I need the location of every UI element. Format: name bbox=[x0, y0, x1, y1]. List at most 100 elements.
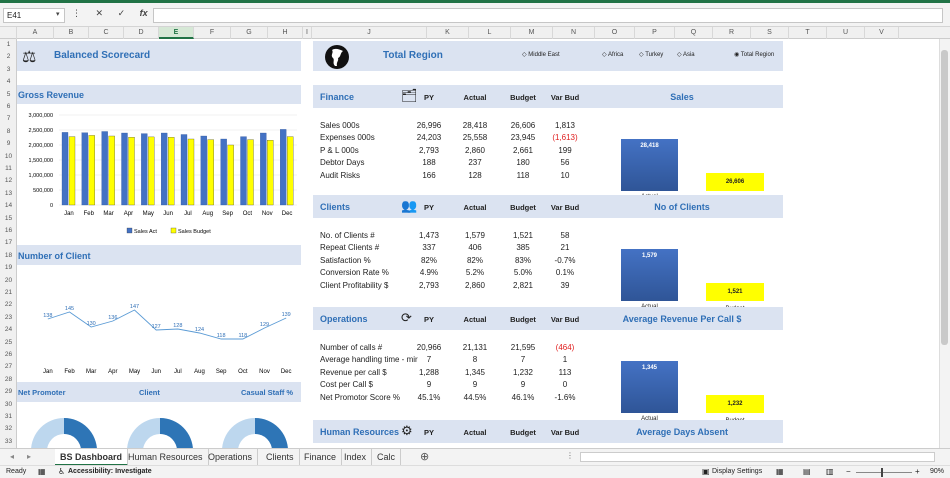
row-header-8[interactable]: 8 bbox=[6, 127, 11, 135]
row-header-26[interactable]: 26 bbox=[4, 351, 13, 358]
row-header-28[interactable]: 28 bbox=[4, 375, 13, 383]
row-header-4[interactable]: 4 bbox=[6, 78, 11, 86]
row-header-16[interactable]: 16 bbox=[4, 227, 13, 234]
column-header-k[interactable]: K bbox=[427, 27, 469, 39]
region-option-middle-east[interactable]: ◇ Middle East bbox=[522, 51, 560, 58]
accessibility-status[interactable]: Accessibility: Investigate bbox=[68, 468, 152, 475]
chevron-down-icon[interactable]: ▾ bbox=[56, 11, 60, 18]
row-header-7[interactable]: 7 bbox=[6, 115, 11, 123]
zoom-slider-handle[interactable] bbox=[881, 468, 883, 477]
row-header-10[interactable]: 10 bbox=[4, 152, 13, 160]
row-header-13[interactable]: 13 bbox=[4, 189, 13, 197]
column-header-i[interactable]: I bbox=[303, 27, 312, 39]
column-header-h[interactable]: H bbox=[268, 27, 303, 39]
row-header-21[interactable]: 21 bbox=[4, 289, 13, 296]
normal-view-icon[interactable]: ▦ bbox=[776, 467, 784, 476]
tab-finance[interactable]: Finance bbox=[299, 449, 343, 466]
column-header-d[interactable]: D bbox=[124, 27, 159, 39]
row-header-11[interactable]: 11 bbox=[5, 165, 12, 172]
column-header-g[interactable]: G bbox=[231, 27, 268, 39]
column-header-l[interactable]: L bbox=[469, 27, 511, 39]
row-header-5[interactable]: 5 bbox=[6, 90, 11, 98]
region-option-total-region[interactable]: ◉ Total Region bbox=[734, 51, 774, 58]
column-header-q[interactable]: Q bbox=[675, 27, 713, 39]
row-header-23[interactable]: 23 bbox=[4, 313, 13, 321]
column-header-e[interactable]: E bbox=[159, 27, 194, 39]
column-header-o[interactable]: O bbox=[595, 27, 635, 39]
column-header-u[interactable]: U bbox=[827, 27, 865, 39]
name-box[interactable]: E41 bbox=[3, 8, 65, 23]
formula-input[interactable] bbox=[153, 8, 943, 23]
region-option-africa[interactable]: ◇ Africa bbox=[602, 51, 623, 58]
column-header-p[interactable]: P bbox=[635, 27, 675, 39]
tab-scroll-left-icon[interactable]: ◂ bbox=[10, 452, 15, 461]
add-sheet-icon[interactable]: ⊕ bbox=[420, 451, 430, 463]
column-header-n[interactable]: N bbox=[553, 27, 595, 39]
macro-icon[interactable]: ▦ bbox=[38, 467, 46, 476]
confirm-icon[interactable]: ✓ bbox=[117, 8, 126, 18]
tab-clients[interactable]: Clients bbox=[261, 449, 300, 466]
column-header-t[interactable]: T bbox=[789, 27, 827, 39]
function-icon[interactable]: fx bbox=[139, 8, 148, 18]
vertical-scroll-thumb[interactable] bbox=[941, 50, 948, 345]
cancel-icon[interactable]: ✕ bbox=[95, 8, 104, 18]
accessibility-icon[interactable]: ♿ bbox=[58, 467, 66, 476]
horizontal-scrollbar[interactable] bbox=[580, 452, 935, 462]
tab-scroll-right-icon[interactable]: ▸ bbox=[27, 452, 32, 461]
column-header-f[interactable]: F bbox=[194, 27, 231, 39]
region-option-turkey[interactable]: ◇ Turkey bbox=[639, 51, 663, 58]
zoom-in-icon[interactable]: + bbox=[915, 467, 920, 476]
row-header-12[interactable]: 12 bbox=[4, 177, 13, 185]
display-settings[interactable]: Display Settings bbox=[712, 468, 763, 475]
tab-operations[interactable]: Operations bbox=[203, 449, 259, 466]
row-header-6[interactable]: 6 bbox=[6, 103, 11, 110]
worksheet[interactable]: ⚖ Balanced Scorecard Gross Revenue 3,000… bbox=[17, 39, 940, 448]
row-header-19[interactable]: 19 bbox=[4, 264, 13, 272]
column-header-s[interactable]: S bbox=[751, 27, 789, 39]
page-break-icon[interactable]: ▥ bbox=[826, 467, 834, 476]
row-header-15[interactable]: 15 bbox=[4, 214, 13, 222]
row-header-33[interactable]: 33 bbox=[4, 437, 13, 445]
row-header-14[interactable]: 14 bbox=[4, 202, 13, 210]
column-header-m[interactable]: M bbox=[511, 27, 553, 39]
more-icon[interactable]: ⋮ bbox=[72, 8, 81, 18]
radio-icon[interactable]: ◇ bbox=[639, 52, 646, 58]
column-header-c[interactable]: C bbox=[89, 27, 124, 39]
tab-human-resources[interactable]: Human Resources bbox=[123, 449, 209, 466]
zoom-out-icon[interactable]: − bbox=[846, 467, 851, 476]
tab-bs-dashboard[interactable]: BS Dashboard bbox=[55, 449, 129, 466]
column-header-j[interactable]: J bbox=[312, 27, 427, 39]
page-layout-icon[interactable]: ▤ bbox=[803, 467, 811, 476]
column-header-b[interactable]: B bbox=[54, 27, 89, 39]
column-header-a[interactable]: A bbox=[17, 27, 54, 39]
zoom-level[interactable]: 90% bbox=[930, 468, 945, 475]
region-option-asia[interactable]: ◇ Asia bbox=[677, 51, 695, 58]
row-header-25[interactable]: 25 bbox=[4, 338, 13, 346]
row-header-30[interactable]: 30 bbox=[4, 400, 13, 408]
row-header-29[interactable]: 29 bbox=[4, 388, 13, 396]
row-header-32[interactable]: 32 bbox=[4, 425, 13, 433]
row-header-2[interactable]: 2 bbox=[6, 53, 11, 61]
row-header-3[interactable]: 3 bbox=[6, 65, 11, 73]
tab-index[interactable]: Index bbox=[339, 449, 373, 466]
radio-icon[interactable]: ◇ bbox=[522, 52, 529, 58]
tab-split-icon[interactable]: ⋮ bbox=[566, 451, 574, 460]
radio-selected-icon[interactable]: ◉ bbox=[734, 52, 741, 58]
tab-calc[interactable]: Calc bbox=[372, 449, 402, 466]
row-header-18[interactable]: 18 bbox=[4, 251, 13, 259]
row-header-27[interactable]: 27 bbox=[4, 363, 13, 371]
row-header-9[interactable]: 9 bbox=[6, 140, 11, 148]
row-header-17[interactable]: 17 bbox=[4, 239, 13, 247]
select-all-corner[interactable] bbox=[0, 27, 17, 39]
column-header-r[interactable]: R bbox=[713, 27, 751, 39]
zoom-slider[interactable] bbox=[856, 472, 912, 473]
row-header-22[interactable]: 22 bbox=[4, 301, 13, 309]
display-settings-icon[interactable]: ▣ bbox=[702, 467, 710, 476]
column-header-v[interactable]: V bbox=[865, 27, 899, 39]
radio-icon[interactable]: ◇ bbox=[602, 52, 608, 58]
row-header-1[interactable]: 1 bbox=[6, 41, 11, 48]
row-header-31[interactable]: 31 bbox=[4, 413, 13, 420]
radio-icon[interactable]: ◇ bbox=[677, 52, 683, 58]
row-header-24[interactable]: 24 bbox=[4, 326, 13, 334]
row-header-20[interactable]: 20 bbox=[4, 276, 13, 284]
